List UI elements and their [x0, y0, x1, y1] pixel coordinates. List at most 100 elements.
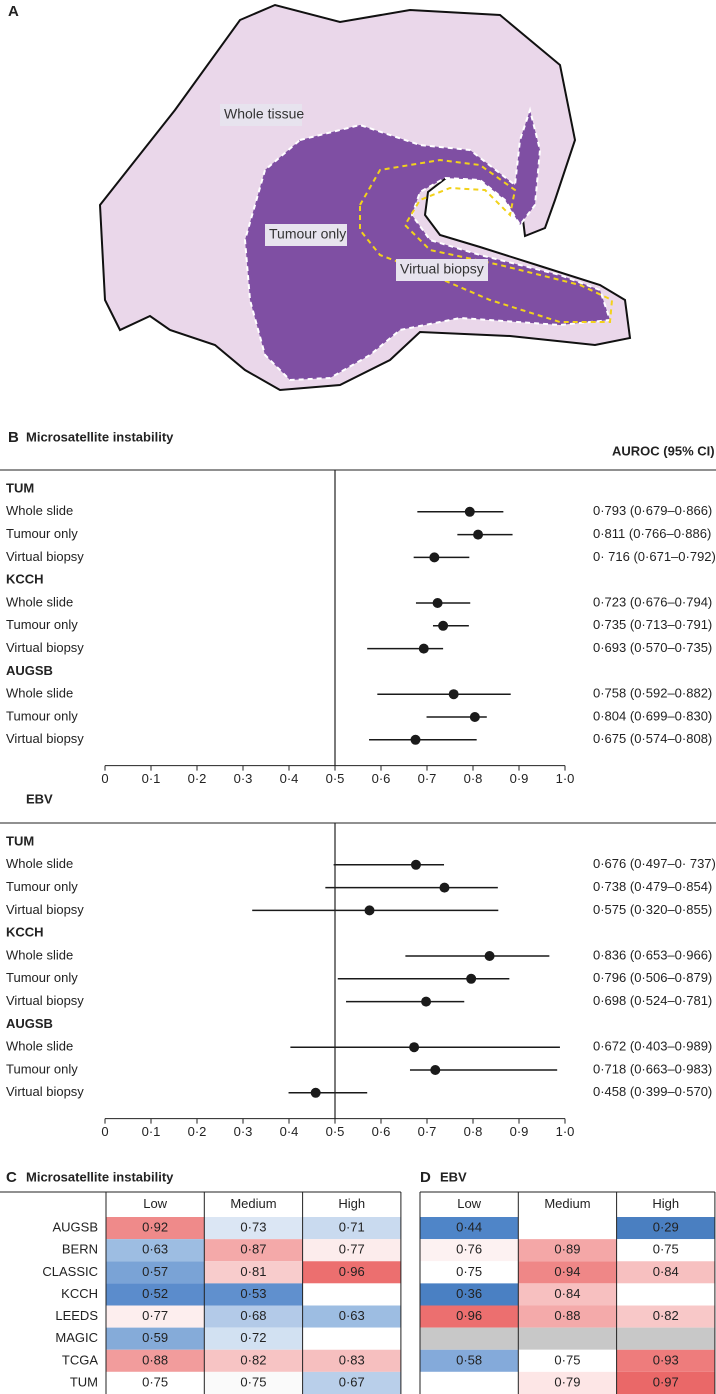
row-label: Virtual biopsy	[6, 549, 84, 564]
x-tick-label: 0·8	[464, 1124, 483, 1139]
group-label: KCCH	[6, 925, 44, 940]
cell	[204, 1349, 303, 1372]
cell-label: 0·87	[240, 1242, 266, 1257]
empty-cell	[420, 1371, 519, 1394]
cell-label: 0·79	[554, 1374, 580, 1389]
cell-label: 0·71	[339, 1220, 365, 1235]
row-label: TUM	[70, 1374, 98, 1389]
column-label: High	[652, 1196, 679, 1211]
x-tick-label: 1·0	[556, 771, 575, 786]
x-tick-label: 0·3	[234, 1124, 253, 1139]
cell-label: 0·68	[240, 1308, 266, 1323]
point	[464, 506, 475, 517]
region-label: Virtual biopsy	[400, 261, 484, 277]
row-label: Virtual biopsy	[6, 993, 84, 1008]
cell	[518, 1239, 617, 1262]
column-label: Medium	[544, 1196, 590, 1211]
group-label: TUM	[6, 480, 34, 495]
cell-label: 0·58	[456, 1352, 482, 1367]
region-label: Tumour only	[269, 226, 346, 242]
chart-title: Microsatellite instability	[26, 429, 174, 444]
cell	[420, 1283, 519, 1306]
x-tick-label: 0·6	[372, 771, 391, 786]
cell	[204, 1261, 303, 1284]
row-label: Tumour only	[6, 617, 78, 632]
cell-label: 0·84	[653, 1264, 679, 1279]
value-label: 0·738 (0·479–0·854)	[593, 879, 712, 894]
empty-cell	[302, 1283, 401, 1306]
cell-label: 0·53	[240, 1286, 266, 1301]
value-label: 0·675 (0·574–0·808)	[593, 731, 712, 746]
cell-label: 0·97	[653, 1374, 679, 1389]
value-label: 0·758 (0·592–0·882)	[593, 686, 712, 701]
cell	[204, 1305, 303, 1328]
cell	[106, 1283, 205, 1306]
x-tick-label: 1·0	[556, 1124, 575, 1139]
column-label: Low	[457, 1196, 481, 1211]
x-tick-label: 0·2	[188, 1124, 207, 1139]
chart-title: EBV	[26, 791, 53, 806]
cell	[518, 1371, 617, 1394]
cell	[204, 1327, 303, 1350]
cell	[302, 1305, 401, 1328]
panel-label: B	[8, 429, 19, 446]
point	[421, 996, 432, 1007]
value-label: 0·676 (0·497–0· 737)	[593, 856, 716, 871]
point	[469, 712, 480, 722]
cell-label: 0·82	[240, 1352, 266, 1367]
cell	[616, 1371, 715, 1394]
value-label: 0·735 (0·713–0·791)	[593, 617, 712, 632]
chart-title: EBV	[440, 1169, 467, 1184]
cell	[204, 1217, 303, 1240]
value-label: 0·836 (0·653–0·966)	[593, 947, 712, 962]
column-header: AUROC (95% CI)	[612, 443, 715, 458]
label-box	[220, 104, 302, 126]
row-label: Whole slide	[6, 856, 73, 871]
cell-label: 0·96	[339, 1264, 365, 1279]
point	[439, 882, 450, 893]
cell-label: 0·52	[142, 1286, 168, 1301]
row-label: LEEDS	[55, 1308, 98, 1323]
cell	[106, 1305, 205, 1328]
label-box	[265, 224, 347, 246]
chart-title: Microsatellite instability	[26, 1169, 174, 1184]
empty-cell	[616, 1327, 715, 1350]
row-label: Tumour only	[6, 970, 78, 985]
cell	[204, 1371, 303, 1394]
empty-cell	[420, 1327, 519, 1350]
cell-label: 0·89	[554, 1242, 580, 1257]
row-label: Tumour only	[6, 879, 78, 894]
column-label: High	[338, 1196, 365, 1211]
value-label: 0·723 (0·676–0·794)	[593, 594, 712, 609]
point	[364, 905, 375, 916]
cell	[302, 1371, 401, 1394]
x-tick-label: 0·4	[280, 1124, 299, 1139]
cell-label: 0·84	[554, 1286, 580, 1301]
x-tick-label: 0·4	[280, 771, 299, 786]
cell	[420, 1239, 519, 1262]
cell	[518, 1283, 617, 1306]
panel-label: C	[6, 1169, 17, 1186]
cell	[302, 1261, 401, 1284]
group-label: AUGSB	[6, 1016, 53, 1031]
cell-label: 0·57	[142, 1264, 168, 1279]
x-tick-label: 0·9	[510, 771, 529, 786]
cell	[302, 1239, 401, 1262]
x-tick-label: 0·2	[188, 771, 207, 786]
cell-label: 0·67	[339, 1374, 365, 1389]
point	[310, 1087, 321, 1098]
point	[466, 973, 477, 984]
group-label: TUM	[6, 833, 34, 848]
row-label: AUGSB	[52, 1220, 98, 1235]
empty-cell	[616, 1283, 715, 1306]
row-label: Whole slide	[6, 503, 73, 518]
row-label: Whole slide	[6, 686, 73, 701]
cell	[302, 1217, 401, 1240]
cell	[420, 1217, 519, 1240]
cell	[106, 1239, 205, 1262]
cell	[616, 1261, 715, 1284]
group-label: KCCH	[6, 572, 44, 587]
value-label: 0·811 (0·766–0·886)	[593, 526, 711, 541]
